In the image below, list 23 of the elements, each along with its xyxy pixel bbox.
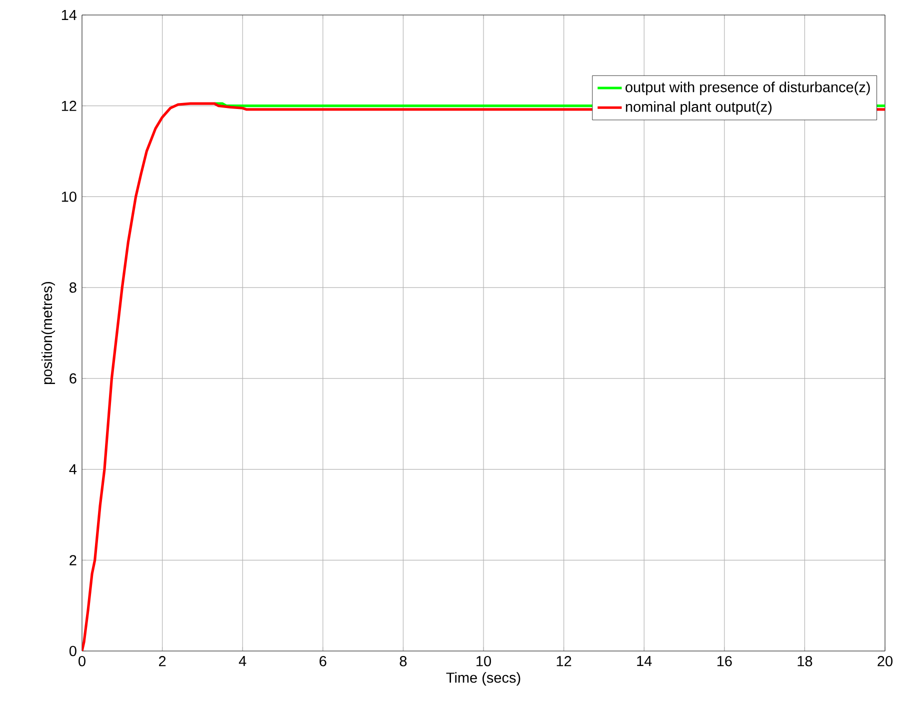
x-tick-label: 10 [476,656,491,666]
x-axis-title: Time (secs) [446,672,520,686]
y-tick-label: 2 [70,555,76,566]
x-tick-label: 0 [78,656,86,666]
x-tick-label: 16 [717,656,732,666]
y-tick-label: 6 [70,373,76,384]
y-tick-label: 14 [62,10,77,20]
y-tick-label: 0 [69,646,76,656]
y-tick-label: 8 [70,282,76,293]
x-tick-label: 8 [400,656,407,666]
x-tick-label: 6 [320,656,326,666]
x-tick-label: 2 [159,656,166,666]
x-tick-label: 18 [798,656,812,666]
y-tick-label: 10 [62,192,76,202]
legend-label: output with presence of disturbance(z) [626,82,870,96]
legend-label: nominal plant output(z) [626,101,772,115]
x-tick-label: 20 [878,656,893,666]
x-tick-label: 4 [238,656,246,666]
x-tick-label: 14 [637,656,652,666]
x-tick-label: 12 [556,656,572,666]
y-axis-title: position(metres) [41,282,55,384]
y-tick-label: 12 [62,100,76,111]
y-tick-label: 4 [69,464,77,474]
